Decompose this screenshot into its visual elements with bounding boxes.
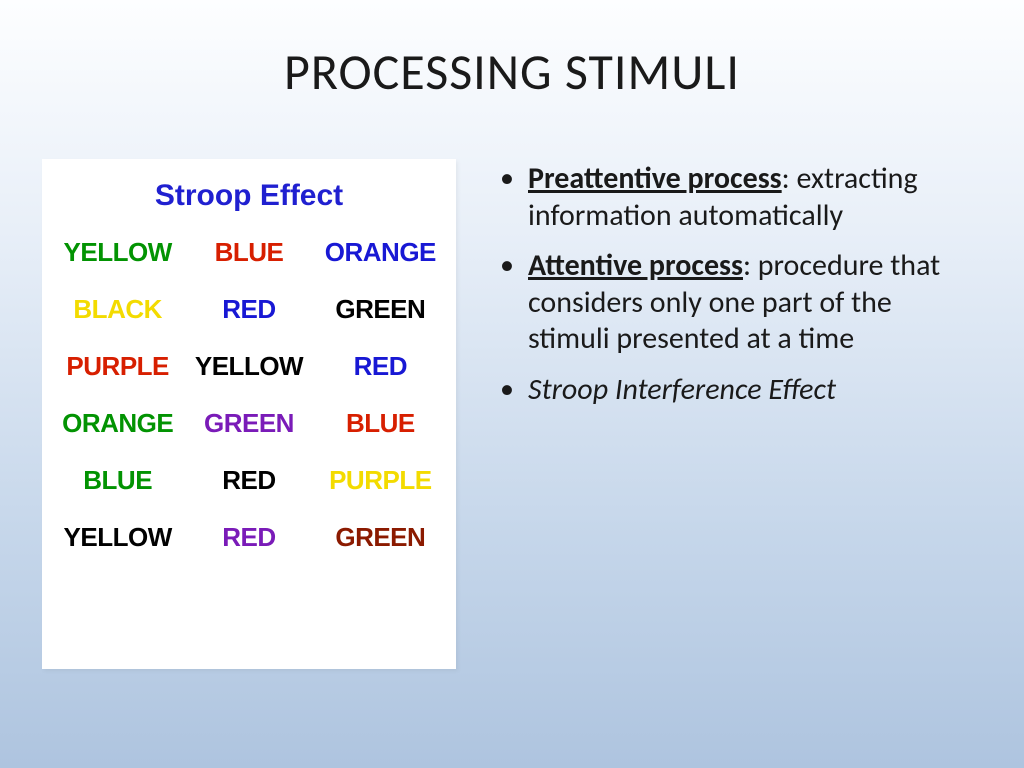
stroop-word: YELLOW xyxy=(64,237,172,268)
stroop-word: YELLOW xyxy=(195,351,303,382)
slide-title: PROCESSING STIMULI xyxy=(0,0,1024,103)
stroop-word: BLACK xyxy=(73,294,162,325)
stroop-word: RED xyxy=(222,522,275,553)
stroop-word: RED xyxy=(222,294,275,325)
stroop-word: GREEN xyxy=(335,522,425,553)
stroop-effect-box: Stroop Effect YELLOW BLUE ORANGE BLACK RED GR… xyxy=(42,159,456,669)
bullet-term: Attentive process xyxy=(528,247,743,284)
content-area: Stroop Effect YELLOW BLUE ORANGE BLACK RED GR… xyxy=(0,159,1024,669)
stroop-word: GREEN xyxy=(204,408,294,439)
stroop-word: GREEN xyxy=(335,294,425,325)
bullet-list-region: Preattentive process: extracting informa… xyxy=(494,159,988,669)
stroop-word: RED xyxy=(222,465,275,496)
stroop-grid: YELLOW BLUE ORANGE BLACK RED GREEN PURPLE YELLO… xyxy=(56,237,442,553)
bullet-term: Preattentive process xyxy=(528,160,782,197)
bullet-item: Stroop Interference Effect xyxy=(494,372,976,409)
bullet-term: Stroop Interference Effect xyxy=(528,371,836,408)
bullet-item: Preattentive process: extracting informa… xyxy=(494,161,976,234)
stroop-word: RED xyxy=(354,351,407,382)
stroop-word: BLUE xyxy=(346,408,415,439)
stroop-word: ORANGE xyxy=(62,408,173,439)
bullet-list: Preattentive process: extracting informa… xyxy=(494,161,976,409)
stroop-word: PURPLE xyxy=(329,465,431,496)
stroop-word: PURPLE xyxy=(66,351,168,382)
stroop-word: ORANGE xyxy=(325,237,436,268)
slide: PROCESSING STIMULI Stroop Effect YELLOW B… xyxy=(0,0,1024,768)
stroop-title: Stroop Effect xyxy=(155,179,343,213)
stroop-word: YELLOW xyxy=(64,522,172,553)
stroop-word: BLUE xyxy=(83,465,152,496)
stroop-word: BLUE xyxy=(215,237,284,268)
bullet-item: Attentive process: procedure that consid… xyxy=(494,248,976,358)
